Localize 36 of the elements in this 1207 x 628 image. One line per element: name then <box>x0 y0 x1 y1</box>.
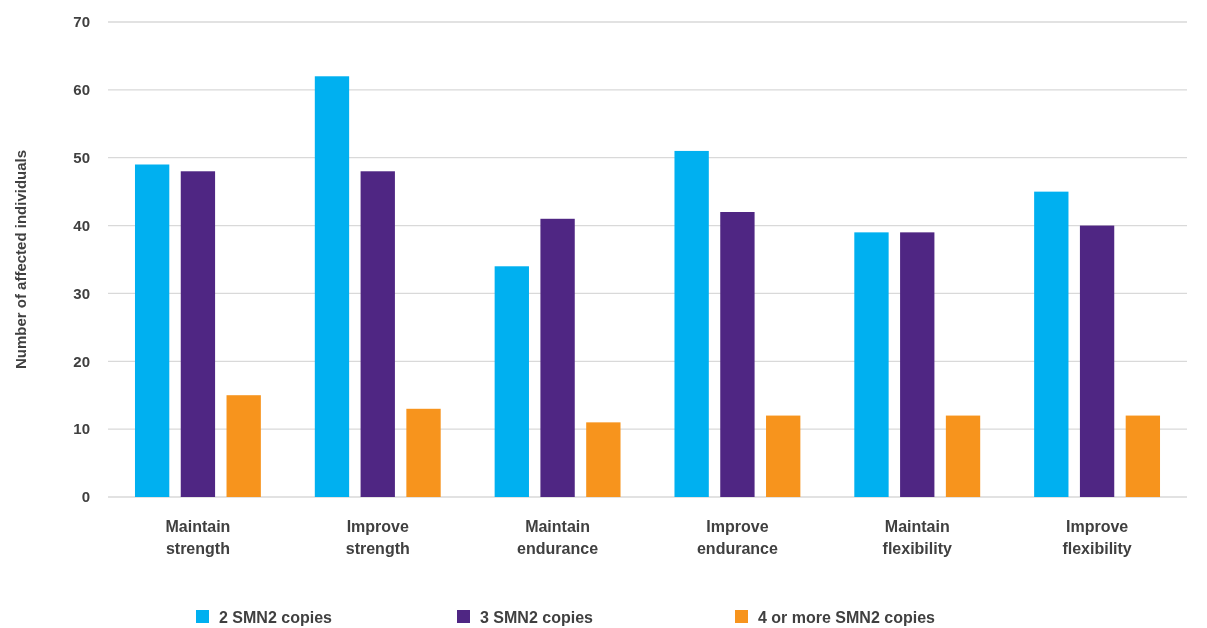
y-tick-label: 50 <box>73 148 90 166</box>
bar <box>720 212 755 497</box>
legend-label: 2 SMN2 copies <box>219 609 333 626</box>
bar <box>134 164 170 497</box>
bar <box>406 408 441 497</box>
bar <box>1125 415 1161 497</box>
y-tick-label: 70 <box>73 13 90 31</box>
y-tick-label: 40 <box>73 216 90 234</box>
bar <box>945 415 981 497</box>
bar <box>900 232 935 497</box>
y-tick-label: 30 <box>73 284 90 302</box>
bar <box>180 171 216 497</box>
bar <box>1034 191 1069 497</box>
x-tick-label: Maintain endurance <box>517 518 599 557</box>
bar <box>1079 225 1115 497</box>
x-tick-label: Maintain flexibility <box>882 518 953 557</box>
y-tick-label: 0 <box>81 488 90 506</box>
bar <box>540 218 575 497</box>
x-tick-label: Improve endurance <box>696 518 778 557</box>
bar <box>494 266 529 497</box>
bar <box>766 415 801 497</box>
y-axis-title: Number of affected individuals <box>12 149 29 370</box>
legend-label: 3 SMN2 copies <box>480 609 594 626</box>
bar <box>360 171 395 497</box>
bar <box>586 422 621 497</box>
bar <box>314 76 350 497</box>
legend-label: 4 or more SMN2 copies <box>758 609 936 626</box>
bar <box>226 395 261 497</box>
y-tick-label: 20 <box>73 352 90 370</box>
x-tick-label: Improve flexibility <box>1062 518 1132 557</box>
bar <box>674 150 709 497</box>
bar <box>854 232 889 497</box>
x-tick-label: Improve strength <box>345 518 410 557</box>
x-tick-label: Maintain strength <box>165 518 231 557</box>
y-tick-label: 60 <box>73 81 90 99</box>
y-tick-label: 10 <box>73 420 90 438</box>
